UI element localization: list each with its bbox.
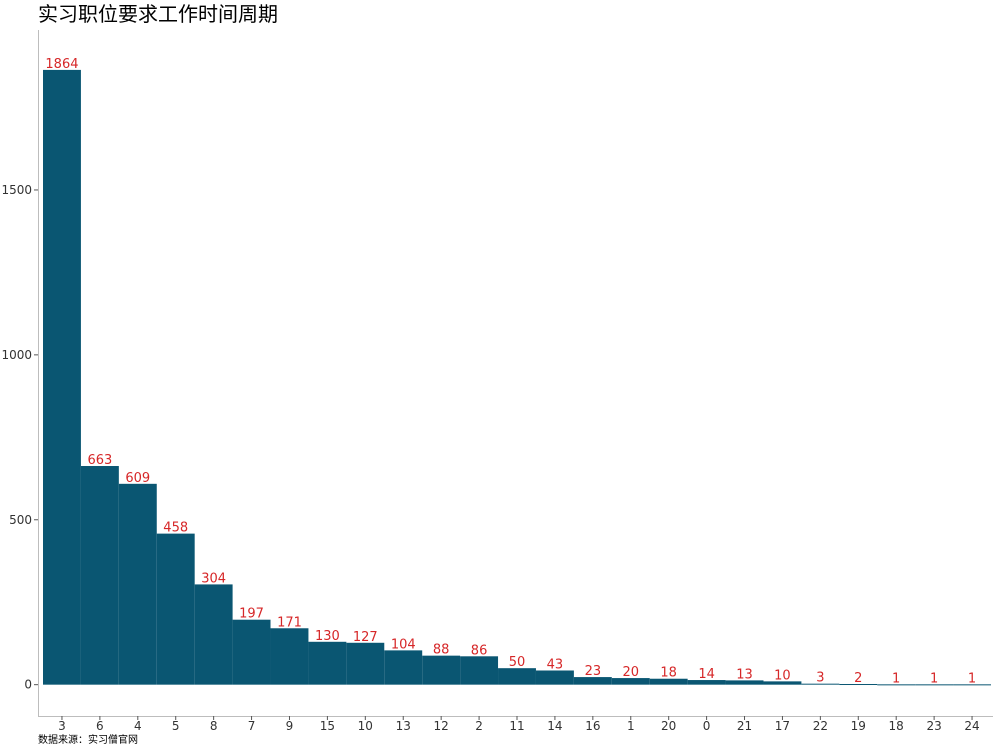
x-tick-label: 6	[96, 719, 104, 733]
source-caption: 数据来源：实习僧官网	[38, 733, 138, 746]
x-tick-label: 16	[585, 719, 600, 733]
bar-19	[839, 684, 878, 686]
bar-13	[384, 650, 423, 685]
x-tick-label: 24	[964, 719, 979, 733]
x-tick-label: 17	[775, 719, 790, 733]
x-tick-label: 2	[475, 719, 483, 733]
bar-3	[43, 69, 81, 685]
bar-17	[763, 681, 802, 685]
y-tick-label: 500	[9, 513, 32, 527]
data-label-15: 130	[315, 629, 340, 644]
chart-title: 实习职位要求工作时间周期	[38, 2, 278, 26]
x-tick-label: 23	[926, 719, 941, 733]
bar-23	[915, 684, 954, 686]
x-tick-label: 15	[320, 719, 335, 733]
x-axis-ticks: 3 6 4 5 8 7 9 15 10 13 12 2 11 14 16 1 20 0 21 17 22 19 18 23 24	[58, 716, 980, 733]
y-tick-label: 0	[24, 678, 32, 692]
data-label-7: 197	[239, 607, 264, 622]
data-label-14: 43	[547, 657, 564, 672]
bar-24	[953, 684, 991, 686]
data-label-22: 3	[816, 671, 824, 686]
bar-22	[801, 683, 840, 685]
x-tick-label: 3	[58, 719, 66, 733]
data-label-16: 23	[585, 664, 602, 679]
bar-8	[194, 584, 233, 685]
data-label-2: 86	[471, 643, 488, 658]
x-tick-label: 11	[509, 719, 524, 733]
data-label-12: 88	[433, 643, 450, 658]
bar-15	[308, 641, 347, 685]
x-tick-label: 22	[813, 719, 828, 733]
data-label-8: 304	[201, 571, 226, 586]
bar-14	[535, 670, 574, 685]
data-label-24: 1	[968, 671, 976, 686]
bar-18	[877, 684, 916, 686]
data-label-18: 1	[892, 671, 900, 686]
data-label-10: 127	[353, 630, 378, 645]
bar-7	[232, 619, 271, 685]
x-tick-label: 19	[851, 719, 866, 733]
x-tick-label: 9	[286, 719, 294, 733]
x-tick-label: 20	[661, 719, 676, 733]
y-axis-ticks: 0 500 1000 1500	[1, 183, 38, 692]
data-labels: 1864 663 609 458 304 197 171 130 127 104 88 86 50 43 2…	[45, 57, 976, 686]
bar-11	[498, 668, 536, 685]
bar-20	[649, 678, 688, 685]
bar-16	[573, 677, 612, 685]
x-tick-label: 10	[358, 719, 373, 733]
axes	[38, 30, 993, 717]
data-label-5: 458	[163, 521, 188, 536]
bar-2	[460, 656, 499, 685]
bar-12	[422, 655, 461, 685]
x-tick-label: 18	[889, 719, 904, 733]
data-label-4: 609	[125, 471, 150, 486]
x-tick-label: 12	[434, 719, 449, 733]
bar-5	[156, 533, 195, 685]
bar-6	[80, 466, 119, 685]
y-tick-label: 1500	[1, 183, 32, 197]
data-label-9: 171	[277, 615, 302, 630]
bar-4	[118, 483, 157, 685]
data-label-1: 20	[622, 665, 639, 680]
y-tick-label: 1000	[1, 348, 32, 362]
data-label-13: 104	[391, 637, 416, 652]
x-tick-label: 5	[172, 719, 180, 733]
data-label-6: 663	[87, 453, 112, 468]
x-tick-label: 0	[703, 719, 711, 733]
data-label-23: 1	[930, 671, 938, 686]
data-label-0: 14	[698, 667, 715, 682]
data-label-19: 2	[854, 671, 862, 686]
bar-21	[725, 680, 764, 685]
bars	[43, 69, 991, 686]
x-tick-label: 7	[248, 719, 256, 733]
x-tick-label: 13	[396, 719, 411, 733]
bar-1	[611, 678, 650, 685]
data-label-21: 13	[736, 667, 753, 682]
data-label-11: 50	[509, 655, 526, 670]
x-tick-label: 21	[737, 719, 752, 733]
x-tick-label: 1	[627, 719, 635, 733]
bar-0	[687, 680, 726, 685]
x-tick-label: 8	[210, 719, 218, 733]
x-tick-label: 14	[547, 719, 562, 733]
data-label-3: 1864	[45, 57, 78, 72]
bar-9	[270, 628, 309, 685]
bar-10	[346, 642, 385, 685]
x-tick-label: 4	[134, 719, 142, 733]
data-label-17: 10	[774, 668, 791, 683]
data-label-20: 18	[660, 666, 677, 681]
